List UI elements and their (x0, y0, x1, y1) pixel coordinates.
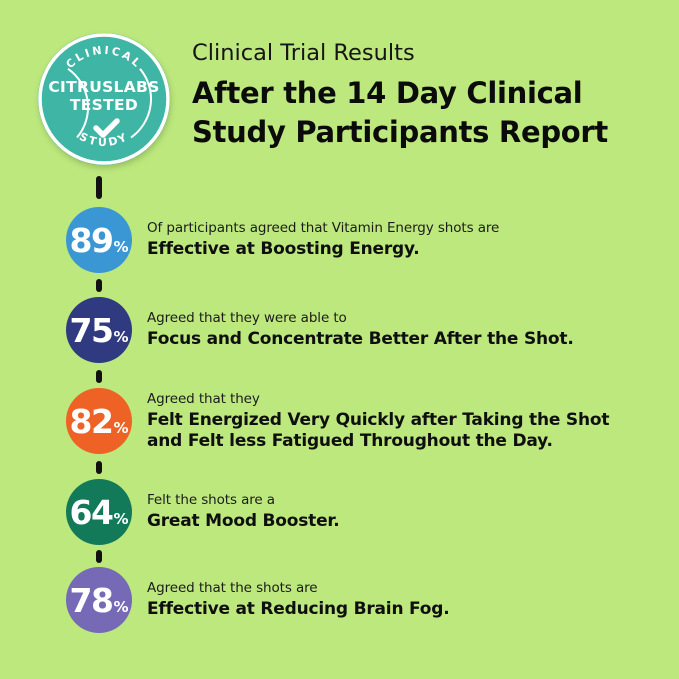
percentage-value: 89 (69, 220, 114, 260)
percentage-unit: % (113, 327, 129, 346)
header: Clinical Trial Results After the 14 Day … (192, 40, 608, 152)
stat-copy: Felt the shots are a Great Mood Booster. (147, 492, 340, 532)
timeline-dash (96, 370, 102, 383)
stat-copy: Of participants agreed that Vitamin Ener… (147, 220, 499, 260)
timeline-dash (96, 176, 102, 199)
stat-row: 75% Agreed that they were able to Focus … (66, 297, 646, 363)
stat-emphasis-text: Focus and Concentrate Better After the S… (147, 329, 574, 349)
badge-brand-line2: TESTED (70, 96, 138, 114)
stat-emphasis-text: Effective at Reducing Brain Fog. (147, 599, 450, 619)
percentage-value: 78 (69, 580, 114, 620)
stat-copy: Agreed that they were able to Focus and … (147, 310, 574, 350)
percentage-unit: % (113, 237, 129, 256)
percentage-badge: 89% (66, 207, 132, 273)
badge-inner-ring-left (67, 67, 90, 139)
badge-bottom-text: STUDY (77, 130, 131, 149)
percentage-unit: % (113, 597, 129, 616)
percentage-unit: % (113, 509, 129, 528)
percentage-value: 75 (69, 310, 114, 350)
citruslabs-badge: CLINICAL CITRUSLABS TESTED STUDY (38, 33, 170, 165)
stat-emphasis-text: Great Mood Booster. (147, 511, 340, 531)
stat-row: 89% Of participants agreed that Vitamin … (66, 207, 646, 273)
badge-outer-ring (38, 33, 170, 165)
timeline-dash (96, 461, 102, 474)
stat-lead-text: Felt the shots are a (147, 492, 275, 508)
stat-lead-text: Agreed that the shots are (147, 580, 318, 596)
timeline-dash (96, 279, 102, 292)
percentage-unit: % (113, 418, 129, 437)
percentage-badge: 78% (66, 567, 132, 633)
stat-lead-text: Agreed that they were able to (147, 310, 347, 326)
stat-row: 82% Agreed that they Felt Energized Very… (66, 388, 646, 454)
percentage-badge: 64% (66, 479, 132, 545)
stat-row: 78% Agreed that the shots are Effective … (66, 567, 646, 633)
percentage-value: 64 (69, 492, 114, 532)
header-eyebrow: Clinical Trial Results (192, 40, 415, 66)
page-title: After the 14 Day Clinical Study Particip… (192, 76, 608, 149)
percentage-value: 82 (69, 401, 114, 441)
stat-copy: Agreed that they Felt Energized Very Qui… (147, 391, 609, 452)
stat-row: 64% Felt the shots are a Great Mood Boos… (66, 479, 646, 545)
badge-brand-line1: CITRUSLABS (48, 78, 159, 96)
stat-emphasis-text: Effective at Boosting Energy. (147, 239, 420, 259)
stat-lead-text: Of participants agreed that Vitamin Ener… (147, 220, 500, 236)
percentage-badge: 75% (66, 297, 132, 363)
stat-lead-text: Agreed that they (147, 390, 260, 407)
stat-copy: Agreed that the shots are Effective at R… (147, 580, 450, 620)
percentage-badge: 82% (66, 388, 132, 454)
stat-emphasis-text: Felt Energized Very Quickly after Taking… (147, 409, 610, 451)
checkmark-icon (93, 118, 120, 138)
badge-inner-ring-right (130, 68, 153, 139)
timeline-dash (96, 550, 102, 563)
